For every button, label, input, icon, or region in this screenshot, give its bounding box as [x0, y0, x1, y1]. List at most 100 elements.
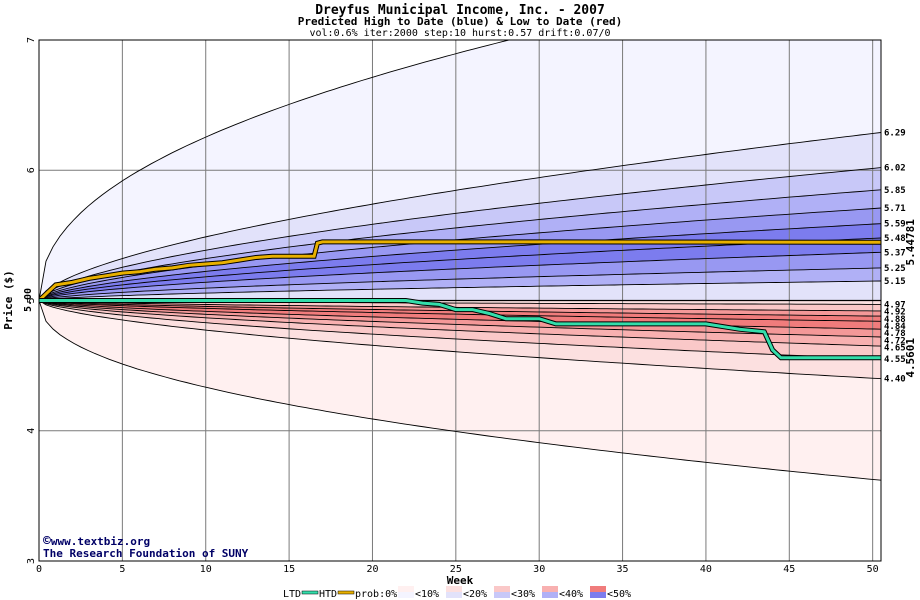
legend-bucket-swatch-blue [446, 592, 462, 598]
band-end-label: 4.88 [884, 315, 906, 325]
credit-site: ©www.textbiz.org [43, 534, 150, 549]
band-end-label: 5.48 [884, 234, 906, 244]
x-tick-label: 25 [450, 564, 462, 575]
x-tick-label: 40 [700, 564, 712, 575]
upper-band [39, 132, 881, 301]
credit-org: The Research Foundation of SUNY [43, 547, 249, 560]
legend-bucket-label: <30% [511, 589, 535, 600]
legend-bucket-label: <20% [463, 589, 487, 600]
upper-band [39, 167, 881, 301]
y-tick-label: 5 [26, 297, 37, 303]
legend-bucket-swatch-blue [398, 592, 414, 598]
legend-htd-swatch [337, 590, 355, 595]
upper-band [39, 208, 881, 301]
x-axis: 0 5 10 15 20 25 30 35 40 45 50 [36, 564, 879, 575]
chart-title: Dreyfus Municipal Income, Inc. - 2007 [315, 3, 605, 18]
credit-site-text: www.textbiz.org [51, 535, 150, 548]
band-end-label: 4.40 [884, 375, 906, 385]
x-axis-label: Week [447, 574, 474, 587]
lower-band [39, 300, 881, 360]
probability-curve [39, 300, 881, 322]
legend-bucket-swatch-blue [542, 592, 558, 598]
ltd-line [39, 299, 881, 360]
x-tick-label: 0 [36, 564, 42, 575]
y-tick-label: 3 [26, 558, 37, 564]
legend-bucket-swatch-red [542, 586, 558, 592]
band-end-label: 5.25 [884, 264, 906, 274]
legend-bucket-swatch-red [446, 586, 462, 592]
chart-params: vol:0.6% iter:2000 step:10 hurst:0.57 dr… [309, 28, 610, 39]
band-end-label: 4.78 [884, 329, 906, 339]
lower-band [39, 300, 881, 347]
upper-band [39, 281, 881, 301]
upper-band [39, 189, 881, 301]
y-axis: 3 4 5 6 7 [26, 37, 37, 564]
band-end-label: 5.59 [884, 220, 906, 230]
x-tick-label: 20 [366, 564, 378, 575]
upper-band [39, 252, 881, 301]
band-end-label: 5.85 [884, 186, 906, 196]
x-tick-label: 30 [533, 564, 545, 575]
band-end-label: 5.71 [884, 204, 906, 214]
x-tick-label: 35 [617, 564, 629, 575]
start-price-label: 5.00 [23, 288, 34, 312]
probability-curve [39, 167, 881, 301]
probability-curve [39, 189, 881, 301]
band-end-label: 4.92 [884, 308, 906, 318]
probability-curve [39, 300, 881, 360]
lower-band [39, 300, 881, 311]
y-tick-label: 4 [26, 428, 37, 434]
probability-curve [39, 40, 511, 301]
plot-frame [38, 39, 882, 562]
band-end-label: 6.29 [884, 128, 906, 138]
x-tick-label: 10 [200, 564, 212, 575]
band-end-label: 6.02 [884, 164, 906, 174]
copyright-symbol: © [43, 534, 51, 549]
lower-band [39, 300, 881, 337]
probability-curve [39, 223, 881, 301]
band-end-labels: 6.29 6.02 5.85 5.71 5.59 5.48 5.37 5.25 5.15 4.97… [884, 128, 906, 384]
probability-curve [39, 300, 881, 338]
band-end-label: 4.55 [884, 355, 906, 365]
x-tick-label: 5 [119, 564, 125, 575]
band-end-label: 5.15 [884, 277, 906, 287]
legend-bucket-swatch-blue [590, 592, 606, 598]
series-lines [39, 239, 881, 361]
y-tick-label: 6 [26, 167, 37, 173]
upper-band [39, 267, 881, 301]
legend-bucket-swatch-blue [494, 592, 510, 598]
probability-curves [39, 40, 881, 481]
probability-curve [39, 132, 881, 301]
band-end-label: 4.84 [884, 322, 906, 332]
chart-subtitle: Predicted High to Date (blue) & Low to D… [298, 15, 623, 28]
legend: LTD HTD prob:0% <10% <20% <30% <40% <50% [283, 586, 631, 600]
band-end-label: 4.65 [884, 344, 906, 354]
probability-curve [39, 300, 881, 380]
legend-bucket-swatch-red [494, 586, 510, 592]
y-axis-label: Price ($) [2, 270, 15, 330]
lower-band [39, 300, 881, 481]
probability-curve [39, 300, 881, 347]
legend-ltd-swatch [301, 590, 319, 595]
probability-curve [39, 300, 881, 330]
legend-bucket-label: <50% [607, 589, 631, 600]
band-end-label: 5.37 [884, 248, 906, 258]
band-end-label: 4.72 [884, 336, 906, 346]
legend-htd-label: HTD [319, 589, 337, 600]
htd-line [39, 240, 881, 302]
x-tick-label: 50 [867, 564, 879, 575]
y-tick-label: 7 [26, 37, 37, 43]
legend-ltd-label: LTD [283, 589, 301, 600]
legend-bucket-swatch-red [590, 586, 606, 592]
ltd-final-value: 4.5601 [904, 338, 917, 378]
probability-curve [39, 251, 881, 301]
x-tick-label: 45 [783, 564, 795, 575]
x-tick-label: 15 [283, 564, 295, 575]
probability-curve [39, 300, 881, 481]
probability-curve [39, 267, 881, 301]
legend-bucket-label: <10% [415, 589, 439, 600]
upper-band [39, 238, 881, 301]
htd-final-value: 5.44781 [904, 219, 917, 266]
legend-prob-label: prob:0% [355, 589, 397, 600]
